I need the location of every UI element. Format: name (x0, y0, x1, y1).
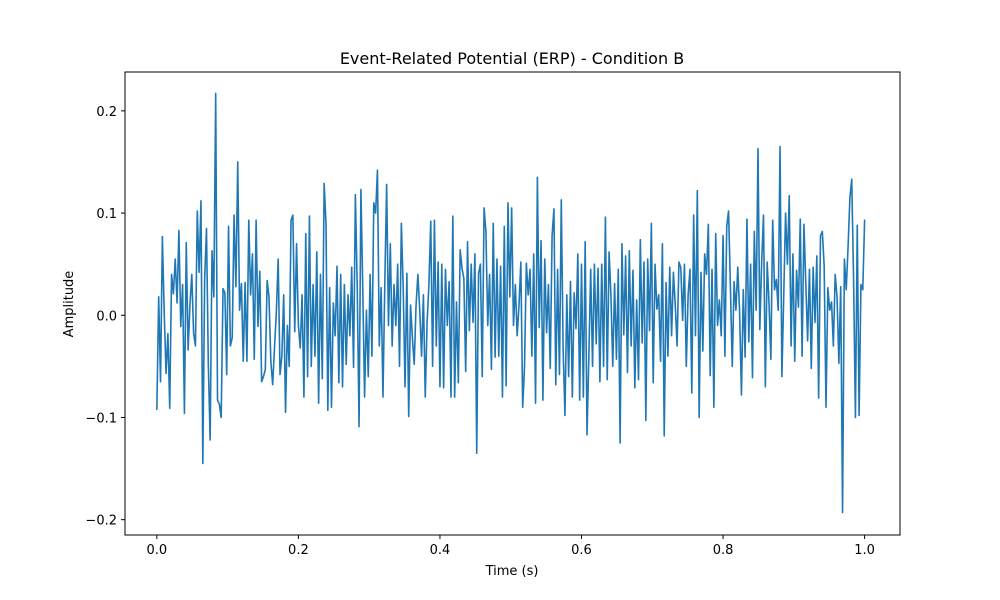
x-tick-label: 0.6 (571, 543, 592, 558)
x-tick-label: 0.4 (430, 543, 451, 558)
y-axis-label: Amplitude (62, 271, 77, 338)
x-tick-label: 0.0 (147, 543, 168, 558)
y-tick-label: 0.0 (96, 309, 117, 324)
y-tick-label: −0.1 (85, 411, 117, 426)
series-line (156, 92, 866, 514)
y-tick-label: 0.1 (96, 207, 117, 222)
x-axis: 0.0 0.2 0.4 0.6 0.8 1.0 (147, 535, 875, 558)
plot-frame (124, 71, 901, 536)
x-axis-label: Time (s) (485, 564, 539, 579)
y-tick-label: 0.2 (96, 105, 117, 120)
plot-area (124, 71, 901, 536)
chart-title: Event-Related Potential (ERP) - Conditio… (340, 49, 684, 68)
y-tick-label: −0.2 (85, 514, 117, 529)
x-tick-label: 1.0 (854, 543, 875, 558)
y-axis: −0.2 −0.1 0.0 0.1 0.2 (85, 105, 125, 529)
x-tick-label: 0.2 (288, 543, 309, 558)
x-tick-label: 0.8 (713, 543, 734, 558)
